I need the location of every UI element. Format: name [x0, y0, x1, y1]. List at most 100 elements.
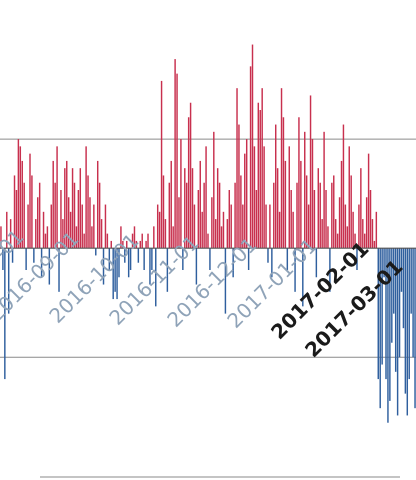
bar — [408, 248, 410, 380]
bar — [172, 226, 174, 249]
bar — [145, 240, 147, 249]
bar — [98, 182, 101, 249]
bar — [83, 233, 85, 249]
bar — [400, 248, 403, 292]
bar — [67, 197, 70, 249]
bar — [315, 248, 318, 278]
bar — [77, 190, 80, 249]
bar — [205, 146, 207, 249]
bar — [273, 182, 275, 249]
bar — [106, 233, 109, 249]
bar — [87, 175, 89, 249]
bar — [73, 182, 76, 249]
bar — [245, 139, 248, 249]
bar — [251, 44, 254, 249]
bar — [311, 139, 314, 249]
bar — [40, 248, 43, 278]
bar — [35, 219, 37, 249]
bar — [149, 248, 151, 285]
bar — [162, 175, 165, 249]
bar — [331, 182, 333, 249]
bar — [394, 248, 397, 372]
bar — [203, 182, 205, 249]
bar — [170, 160, 172, 249]
bar — [286, 248, 289, 270]
bar — [393, 248, 395, 314]
bar — [108, 248, 111, 270]
bar — [15, 190, 18, 249]
bar — [100, 219, 103, 249]
bar — [338, 197, 341, 249]
bar — [143, 248, 145, 270]
bar — [180, 139, 182, 249]
bar — [11, 248, 14, 263]
bar — [215, 219, 217, 249]
bar — [247, 248, 250, 270]
bar — [222, 211, 225, 249]
bar — [178, 197, 180, 249]
bar — [135, 240, 138, 249]
bar — [151, 248, 153, 270]
bar — [85, 146, 87, 249]
bar — [153, 226, 155, 249]
bar — [89, 197, 91, 249]
bar — [232, 248, 234, 278]
bar — [91, 226, 93, 249]
bar — [321, 219, 323, 249]
bar — [302, 248, 304, 307]
bar — [381, 248, 383, 365]
bar — [2, 248, 4, 270]
bar — [139, 240, 141, 249]
bar — [352, 211, 354, 249]
bar — [21, 160, 23, 249]
bar — [58, 248, 60, 292]
bar — [168, 182, 171, 249]
bar — [230, 204, 232, 249]
bar — [112, 248, 114, 300]
bar — [263, 146, 265, 249]
bar — [37, 197, 39, 249]
bar — [389, 248, 391, 401]
bar — [25, 248, 27, 270]
bar — [282, 117, 285, 249]
bar — [176, 73, 178, 249]
bar — [79, 168, 82, 249]
bar — [126, 240, 128, 249]
bar — [48, 248, 51, 285]
bar — [257, 102, 260, 249]
bar — [364, 233, 366, 249]
bar — [64, 168, 66, 249]
bar — [60, 190, 62, 249]
bar — [238, 124, 240, 249]
bar — [185, 182, 188, 249]
bar — [362, 219, 364, 249]
bar — [377, 248, 379, 380]
bar — [147, 233, 149, 249]
bar — [211, 197, 213, 249]
bar — [13, 175, 16, 249]
bar — [290, 190, 292, 249]
bar — [4, 248, 6, 380]
bar — [240, 175, 242, 249]
bar — [93, 204, 95, 249]
bar — [95, 248, 97, 256]
bar — [75, 226, 78, 249]
bar — [104, 204, 107, 249]
bar — [110, 240, 112, 249]
bar — [27, 204, 29, 249]
bar — [414, 248, 416, 409]
bar — [182, 248, 184, 270]
bars-group — [0, 44, 416, 423]
bar — [19, 146, 22, 249]
bar — [7, 248, 10, 314]
bar — [391, 248, 393, 343]
bar — [197, 190, 200, 249]
bar — [218, 182, 221, 249]
bar — [309, 95, 312, 249]
bar — [242, 204, 244, 249]
bar — [133, 226, 136, 249]
bar — [195, 248, 198, 285]
bar — [292, 211, 294, 249]
bar — [396, 248, 399, 416]
bar — [365, 197, 368, 249]
